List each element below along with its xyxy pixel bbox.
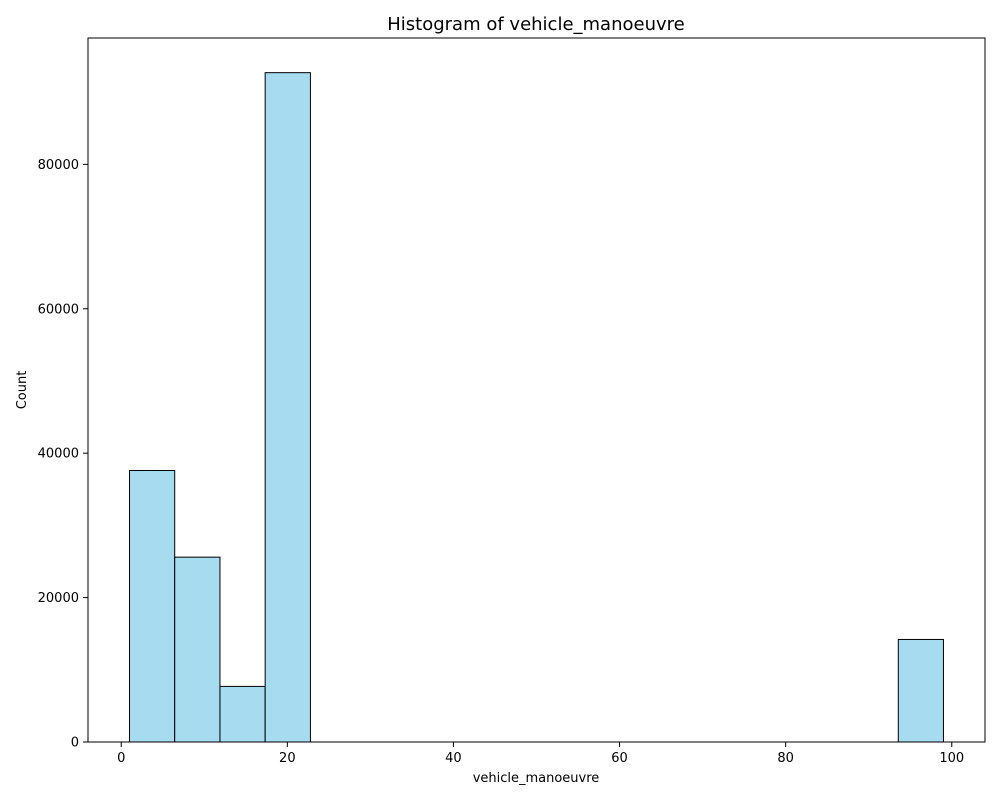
plot-frame [87, 37, 986, 743]
histogram-bar-2 [219, 685, 266, 743]
y-tick-label: 20000 [38, 591, 79, 606]
x-tick-label: 60 [611, 751, 628, 766]
x-tick-label: 80 [777, 751, 794, 766]
histogram-bar-3 [264, 72, 311, 743]
histogram-bar-0 [129, 470, 176, 743]
chart-title: Histogram of vehicle_manoeuvre [387, 14, 684, 35]
y-tick-label: 0 [71, 736, 79, 751]
histogram-bar-17 [897, 638, 944, 743]
histogram-bar-1 [174, 556, 221, 743]
y-tick-label: 40000 [38, 447, 79, 462]
x-tick-label: 100 [939, 751, 964, 766]
y-axis-label: Count [15, 371, 30, 410]
x-axis-label: vehicle_manoeuvre [473, 771, 600, 786]
bars-group [129, 72, 944, 743]
x-axis-ticks: 0 20 40 60 80 100 [117, 742, 964, 766]
y-tick-label: 80000 [38, 158, 79, 173]
x-tick-label: 0 [117, 751, 125, 766]
x-tick-label: 40 [445, 751, 462, 766]
y-axis-ticks: 0 20000 40000 60000 80000 [38, 158, 88, 751]
y-tick-label: 60000 [38, 302, 79, 317]
x-tick-label: 20 [279, 751, 296, 766]
